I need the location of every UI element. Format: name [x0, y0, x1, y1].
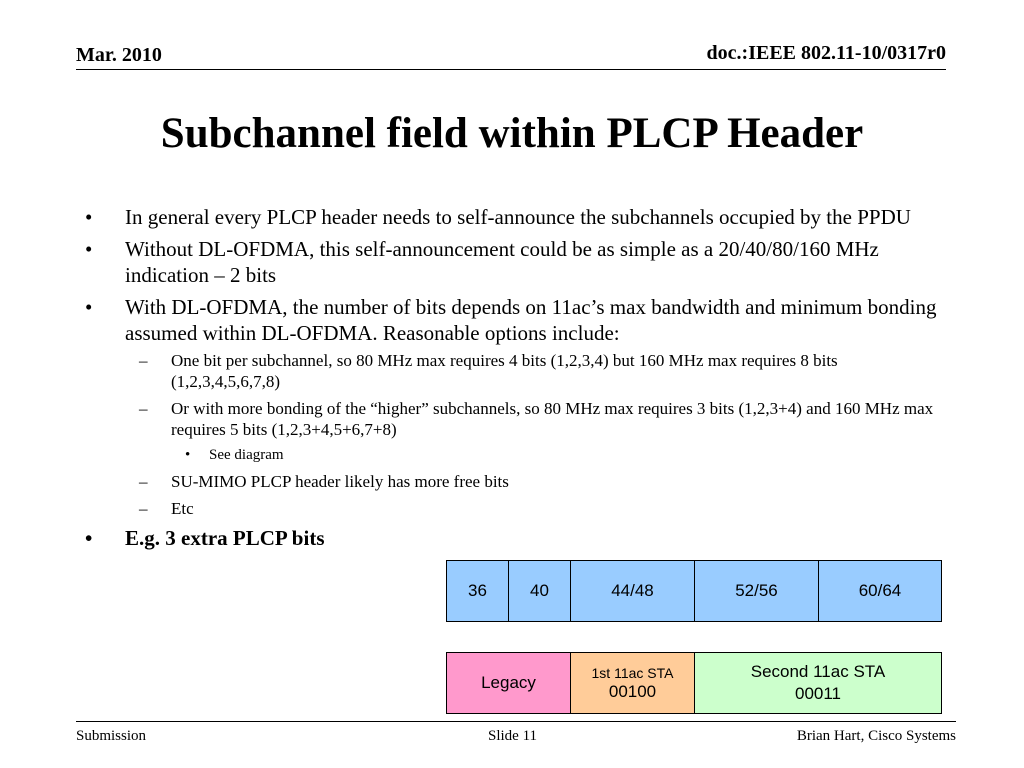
header-divider — [76, 69, 946, 70]
channel-cell: 40 — [508, 560, 571, 622]
sta1-cell: 1st 11ac STA 00100 — [570, 652, 695, 714]
sub-bullet-text: One bit per subchannel, so 80 MHz max re… — [171, 351, 838, 391]
sub-bullet-item: – Etc — [85, 498, 945, 519]
bullet-marker: • — [185, 447, 191, 463]
footer-submission: Submission — [76, 728, 147, 744]
dash-marker: – — [139, 399, 148, 418]
sub-bullet-text: Etc — [171, 499, 194, 518]
sta2-cell: Second 11ac STA 00011 — [694, 652, 942, 714]
bullet-text: Without DL-OFDMA, this self-announcement… — [125, 237, 879, 287]
bullet-text: In general every PLCP header needs to se… — [125, 205, 911, 229]
dash-marker: – — [139, 472, 148, 491]
sta1-bits: 00100 — [608, 682, 657, 701]
bullet-marker: • — [85, 295, 93, 319]
bullet-item: • Without DL-OFDMA, this self-announceme… — [85, 236, 945, 288]
channel-row: 36 40 44/48 52/56 60/64 — [446, 560, 942, 622]
channel-cell: 60/64 — [818, 560, 942, 622]
bullet-text: With DL-OFDMA, the number of bits depend… — [125, 295, 937, 345]
bullet-marker: • — [85, 205, 93, 229]
channel-cell: 52/56 — [694, 560, 819, 622]
channel-cell: 36 — [446, 560, 509, 622]
bullet-marker: • — [85, 526, 93, 550]
header-date: Mar. 2010 — [76, 44, 162, 66]
bullet-text: E.g. 3 extra PLCP bits — [125, 526, 325, 550]
bullet-item-final: • E.g. 3 extra PLCP bits — [85, 525, 945, 551]
bullet-item: • In general every PLCP header needs to … — [85, 204, 945, 230]
sta2-bits: 00011 — [794, 684, 841, 703]
allocation-row: Legacy 1st 11ac STA 00100 Second 11ac ST… — [446, 652, 942, 714]
sub-bullet-text: SU-MIMO PLCP header likely has more free… — [171, 472, 509, 491]
slide-title: Subchannel field within PLCP Header — [160, 110, 864, 157]
sub-bullet-text: Or with more bonding of the “higher” sub… — [171, 399, 934, 439]
sub-sub-bullet-item: • See diagram — [85, 446, 945, 465]
sub-bullet-item: – Or with more bonding of the “higher” s… — [85, 398, 945, 440]
legacy-cell: Legacy — [446, 652, 571, 714]
sta2-name: Second 11ac STA — [750, 662, 886, 681]
dash-marker: – — [139, 351, 148, 370]
header-doc-id: doc.:IEEE 802.11-10/0317r0 — [706, 42, 946, 64]
bullet-item: • With DL-OFDMA, the number of bits depe… — [85, 294, 945, 346]
sta1-name: 1st 11ac STA — [591, 665, 674, 681]
footer-divider — [76, 721, 956, 722]
dash-marker: – — [139, 499, 148, 518]
sub-bullet-item: – SU-MIMO PLCP header likely has more fr… — [85, 471, 945, 492]
bullet-marker: • — [85, 237, 93, 261]
sub-sub-bullet-text: See diagram — [209, 447, 284, 463]
footer-author: Brian Hart, Cisco Systems — [796, 728, 956, 744]
channel-cell: 44/48 — [570, 560, 695, 622]
footer-slide-number: Slide 11 — [488, 728, 538, 744]
sub-bullet-item: – One bit per subchannel, so 80 MHz max … — [85, 350, 945, 392]
slide-body: • In general every PLCP header needs to … — [85, 204, 945, 557]
